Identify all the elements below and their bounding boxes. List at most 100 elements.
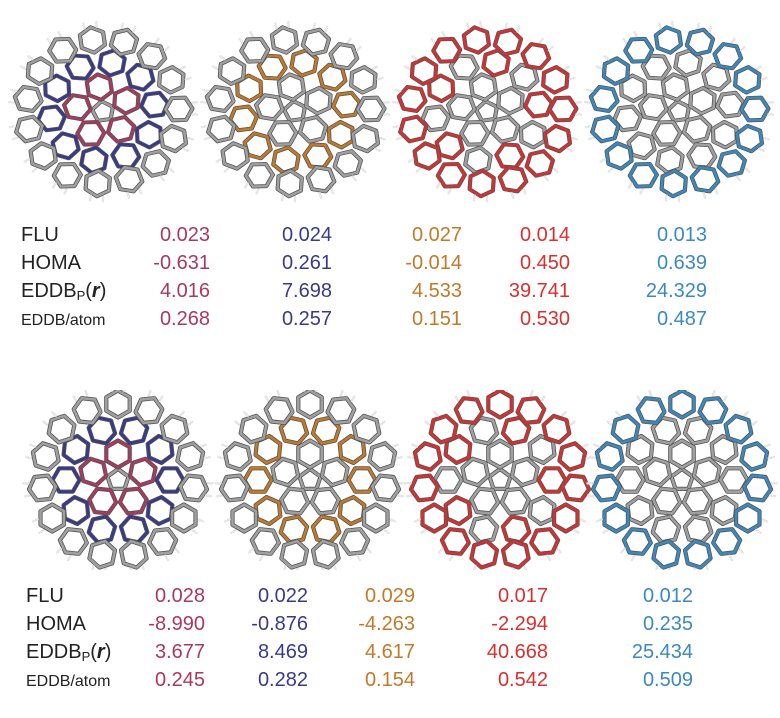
ring-hexagon-outline (659, 168, 688, 199)
ring-hexagon (528, 434, 556, 465)
core-pentagon (298, 467, 322, 491)
ring-hexagon (449, 54, 479, 80)
hydrogen-bond (312, 22, 316, 30)
ring-hexagon (433, 467, 463, 493)
core-pentagon (282, 99, 307, 122)
hydrogen-bond (56, 547, 62, 554)
ring-hexagon (352, 414, 381, 444)
ring-hexagon-outline (655, 145, 685, 175)
ring-hexagon (541, 65, 569, 94)
hydrogen-bond (274, 22, 278, 30)
hydrogen-bond (407, 455, 415, 460)
molecule-top-1 (8, 5, 198, 210)
ring-hexagon (160, 414, 189, 444)
ring-hexagon (51, 132, 80, 160)
hydrogen-bond (318, 192, 323, 199)
hydrogen-bond (355, 45, 362, 52)
ring-hexagon (119, 416, 149, 445)
hydrogen-bond (29, 443, 37, 448)
ring-hexagon (362, 503, 389, 533)
hydrogen-bond (466, 22, 470, 30)
ring-hexagon (254, 495, 282, 526)
ring-hexagon-outline (163, 95, 195, 123)
ring-hexagon (126, 63, 155, 91)
hydrogen-bond (575, 113, 582, 116)
hydrogen-bond (767, 455, 775, 460)
hydrogen-bond (389, 518, 397, 523)
hydrogen-bond (221, 443, 229, 448)
ring-hexagon (87, 416, 117, 445)
hydrogen-bond (234, 420, 241, 427)
ring-hexagon (469, 416, 499, 445)
ring-hexagon (109, 28, 139, 56)
hydrogen-bond (560, 410, 567, 417)
ring-hexagon-outline (651, 119, 683, 147)
hydrogen-bond (174, 547, 180, 554)
ring-hexagon (85, 73, 114, 101)
hydrogen-bond (230, 528, 238, 535)
ring-hexagon (496, 86, 524, 115)
value-cell: 24.329 (645, 280, 707, 302)
value-cell: 0.639 (656, 252, 707, 274)
ring-hexagon-outline (269, 25, 300, 55)
value-cell: 0.014 (519, 224, 570, 246)
hydrogen-bond (755, 65, 763, 71)
ring-hexagon-outline (12, 84, 44, 113)
ring-hexagon (542, 414, 571, 444)
hydrogen-bond (10, 88, 18, 93)
hydrogen-bond (200, 100, 208, 104)
ring-hexagon (297, 439, 323, 469)
hydrogen-bond (203, 136, 212, 141)
value-cell: 8.469 (257, 641, 308, 663)
hydrogen-bond (190, 528, 198, 535)
hydrogen-bond (433, 410, 440, 417)
ring-hexagon (43, 74, 71, 103)
ring-hexagon (468, 169, 496, 198)
hydrogen-bond (620, 547, 626, 554)
ring-hexagon (651, 515, 681, 544)
row-label: EDDBP(r) (26, 641, 111, 664)
hydrogen-bond (438, 547, 444, 554)
ring-hexagon (333, 149, 363, 177)
hydrogen-bond (293, 195, 297, 203)
molecule-bottom-2 (210, 390, 410, 570)
table-row-homa: HOMA -8.990 -0.876 -4.263 -2.294 0.235 (0, 611, 780, 639)
hydrogen-bond (223, 518, 231, 523)
core-pentagon (90, 99, 115, 122)
core-pentagon (488, 467, 512, 491)
hydrogen-bond (415, 167, 422, 173)
value-cell: 0.261 (281, 252, 332, 274)
value-cell: 4.533 (411, 280, 462, 302)
hydrogen-bond (552, 167, 559, 173)
ring-hexagon (626, 495, 654, 526)
hydrogen-bond (184, 76, 192, 81)
hydrogen-bond (572, 528, 580, 535)
molecule-render (8, 20, 198, 203)
molecule-group (586, 390, 778, 570)
ring-hexagon (413, 142, 441, 170)
ring-hexagon (685, 28, 715, 56)
ring-hexagon (615, 467, 645, 493)
hydrogen-bond (396, 494, 405, 498)
ring-hexagon-outline (523, 90, 554, 119)
hydrogen-bond (243, 182, 249, 189)
hydrogen-bond (486, 567, 489, 570)
ring-hexagon (62, 93, 92, 121)
ring-hexagon (270, 26, 299, 54)
ring-hexagon (111, 143, 141, 169)
hydrogen-bond (413, 518, 421, 523)
value-cell: 0.257 (281, 308, 332, 330)
ring-hexagon (543, 124, 572, 153)
hydrogen-bond (766, 101, 774, 104)
hydrogen-bond (586, 88, 594, 93)
ring-hexagon-outline (326, 119, 355, 150)
ring-hexagon (370, 474, 401, 502)
ring-hexagon (280, 539, 309, 569)
hydrogen-bond (11, 136, 20, 141)
ring-hexagon (698, 396, 728, 425)
hydrogen-bond (138, 188, 143, 195)
hydrogen-bond (744, 167, 751, 173)
ring-hexagon (523, 91, 554, 118)
hydrogen-bond (46, 37, 52, 44)
hydrogen-bond (728, 554, 734, 562)
